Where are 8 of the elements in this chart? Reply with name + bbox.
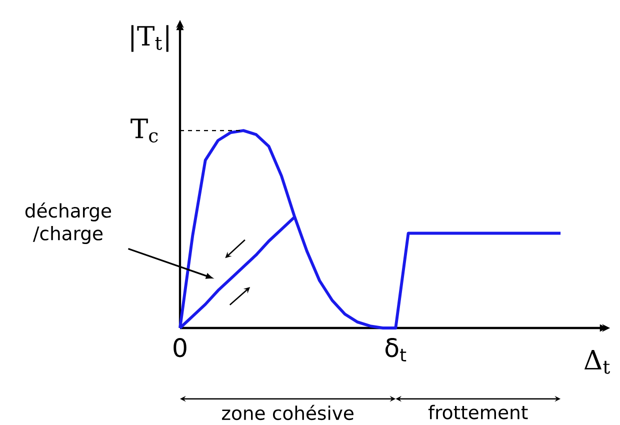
x-tick-label: δ$_{t}$ xyxy=(385,338,406,362)
x-axis-title: Δ$_{t}$ xyxy=(584,350,610,374)
text: décharge /charge xyxy=(25,202,112,244)
text: frottement xyxy=(428,404,528,420)
ref-line-label: T$_{c}$ xyxy=(130,118,158,142)
x-tick-label: 0 xyxy=(174,338,186,358)
y-axis-title: |T$_{t}$| xyxy=(131,25,168,52)
text: zone cohésive xyxy=(222,404,354,420)
